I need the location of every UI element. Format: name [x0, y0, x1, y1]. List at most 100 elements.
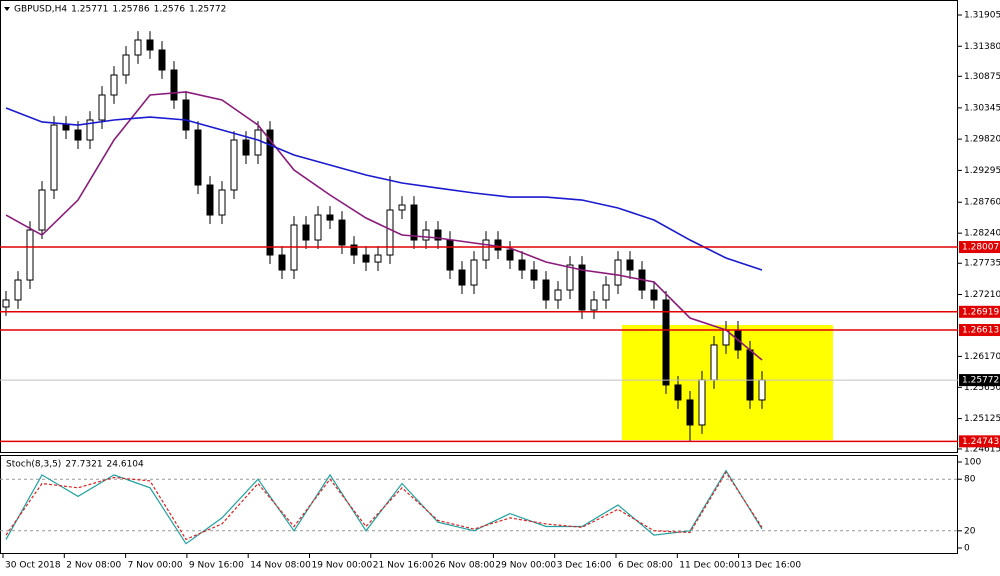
candle-body [194, 129, 202, 186]
candle-body [506, 249, 514, 261]
candle-body [14, 279, 22, 301]
candle-body [530, 269, 538, 281]
x-tick-label: 21 Nov 16:00 [373, 561, 434, 571]
candle-body [626, 259, 634, 271]
candle-body [218, 189, 226, 216]
indicator-tick-label: 20 [964, 526, 976, 536]
y-tick-label: 1.27735 [964, 259, 1000, 269]
candle-body [170, 69, 178, 101]
x-tick-label: 2 Nov 08:00 [66, 561, 121, 571]
x-tick-label: 11 Dec 00:00 [679, 561, 740, 571]
candle-body [242, 139, 250, 156]
y-tick-label: 1.25650 [964, 383, 1000, 393]
level-label-bg [959, 241, 1000, 254]
y-tick-label: 1.31905 [964, 11, 1000, 21]
candle-body [566, 264, 574, 291]
x-tick-label: 19 Nov 00:00 [312, 561, 373, 571]
candle-body [470, 259, 478, 286]
candle-body [122, 54, 130, 76]
current-price-label: 1.25772 [962, 376, 999, 386]
indicator-panel-frame [0, 455, 958, 554]
candle-body [314, 214, 322, 241]
stochastic-line [5, 471, 763, 541]
level-label-bg [959, 305, 1000, 318]
candle-body [98, 94, 106, 121]
header-text: 1.25771 [71, 5, 108, 15]
candle-body [266, 129, 274, 256]
candle-body [482, 239, 490, 261]
candle-body [710, 344, 718, 381]
candle-body [278, 254, 286, 271]
candle-body [146, 39, 154, 51]
candle-body [374, 254, 382, 263]
indicator-header-text: 27.7321 [65, 460, 102, 470]
candle-body [38, 189, 46, 231]
candle-body [446, 239, 454, 271]
candle-body [614, 259, 622, 286]
indicator-header-text: 24.6104 [107, 460, 144, 470]
moving-average [5, 107, 763, 271]
candle-body [590, 299, 598, 311]
candle-body [134, 39, 142, 56]
x-tick-label: 26 Nov 08:00 [434, 561, 495, 571]
candle-body [434, 229, 442, 241]
candle-body [686, 399, 694, 426]
candle-body [302, 224, 310, 241]
candle-body [662, 299, 670, 386]
candle-body [206, 184, 214, 216]
candle-body [698, 379, 706, 426]
y-tick-label: 1.26170 [964, 352, 1000, 362]
level-label: 1.28007 [962, 243, 999, 253]
candle-body [26, 229, 34, 281]
y-tick-label: 1.30345 [964, 103, 1000, 113]
x-tick-label: 14 Nov 08:00 [250, 561, 311, 571]
candle-body [518, 259, 526, 271]
candle-body [2, 299, 10, 308]
level-label: 1.26613 [962, 326, 999, 336]
candle-body [182, 99, 190, 131]
level-label: 1.26919 [962, 307, 999, 317]
indicator-tick-label: 100 [964, 458, 981, 468]
y-tick-label: 1.27210 [964, 290, 1000, 300]
candle-body [542, 279, 550, 301]
x-tick-label: 3 Dec 16:00 [557, 561, 612, 571]
candle-body [674, 384, 682, 401]
level-label-bg [959, 324, 1000, 337]
x-tick-label: 7 Nov 00:00 [128, 561, 183, 571]
y-tick-label: 1.30875 [964, 72, 1000, 82]
candle-body [350, 244, 358, 256]
candle-body [398, 204, 406, 211]
candle-body [362, 254, 370, 263]
indicator-tick-label: 0 [964, 544, 970, 554]
x-tick-label: 9 Nov 16:00 [189, 561, 244, 571]
candle-body [746, 349, 754, 401]
header-text: GBPUSD,H4 [14, 5, 67, 15]
indicator-tick-label: 80 [964, 475, 976, 485]
candle-body [50, 124, 58, 191]
header-text: 1.2576 [154, 5, 186, 15]
candle-body [602, 284, 610, 301]
header-arrow [4, 7, 10, 11]
candle-body [554, 289, 562, 301]
main-panel-frame [0, 0, 958, 453]
candle-body [494, 239, 502, 251]
candle-body [326, 214, 334, 221]
y-tick-label: 1.29820 [964, 135, 1000, 145]
candle-body [650, 289, 658, 301]
x-tick-label: 13 Dec 16:00 [741, 561, 802, 571]
y-tick-label: 1.28760 [964, 198, 1000, 208]
candle-body [110, 74, 118, 96]
header-text: 1.25786 [112, 5, 149, 15]
x-tick-label: 29 Nov 00:00 [495, 561, 556, 571]
candle-body [410, 204, 418, 241]
candle-body [578, 264, 586, 311]
x-tick-label: 6 Dec 08:00 [618, 561, 673, 571]
y-tick-label: 1.31380 [964, 42, 1000, 52]
candle-body [386, 209, 394, 256]
level-label: 1.24743 [962, 437, 999, 447]
candle-body [62, 124, 70, 131]
candle-body [158, 49, 166, 71]
candle-body [422, 229, 430, 241]
level-label-bg [959, 435, 1000, 448]
